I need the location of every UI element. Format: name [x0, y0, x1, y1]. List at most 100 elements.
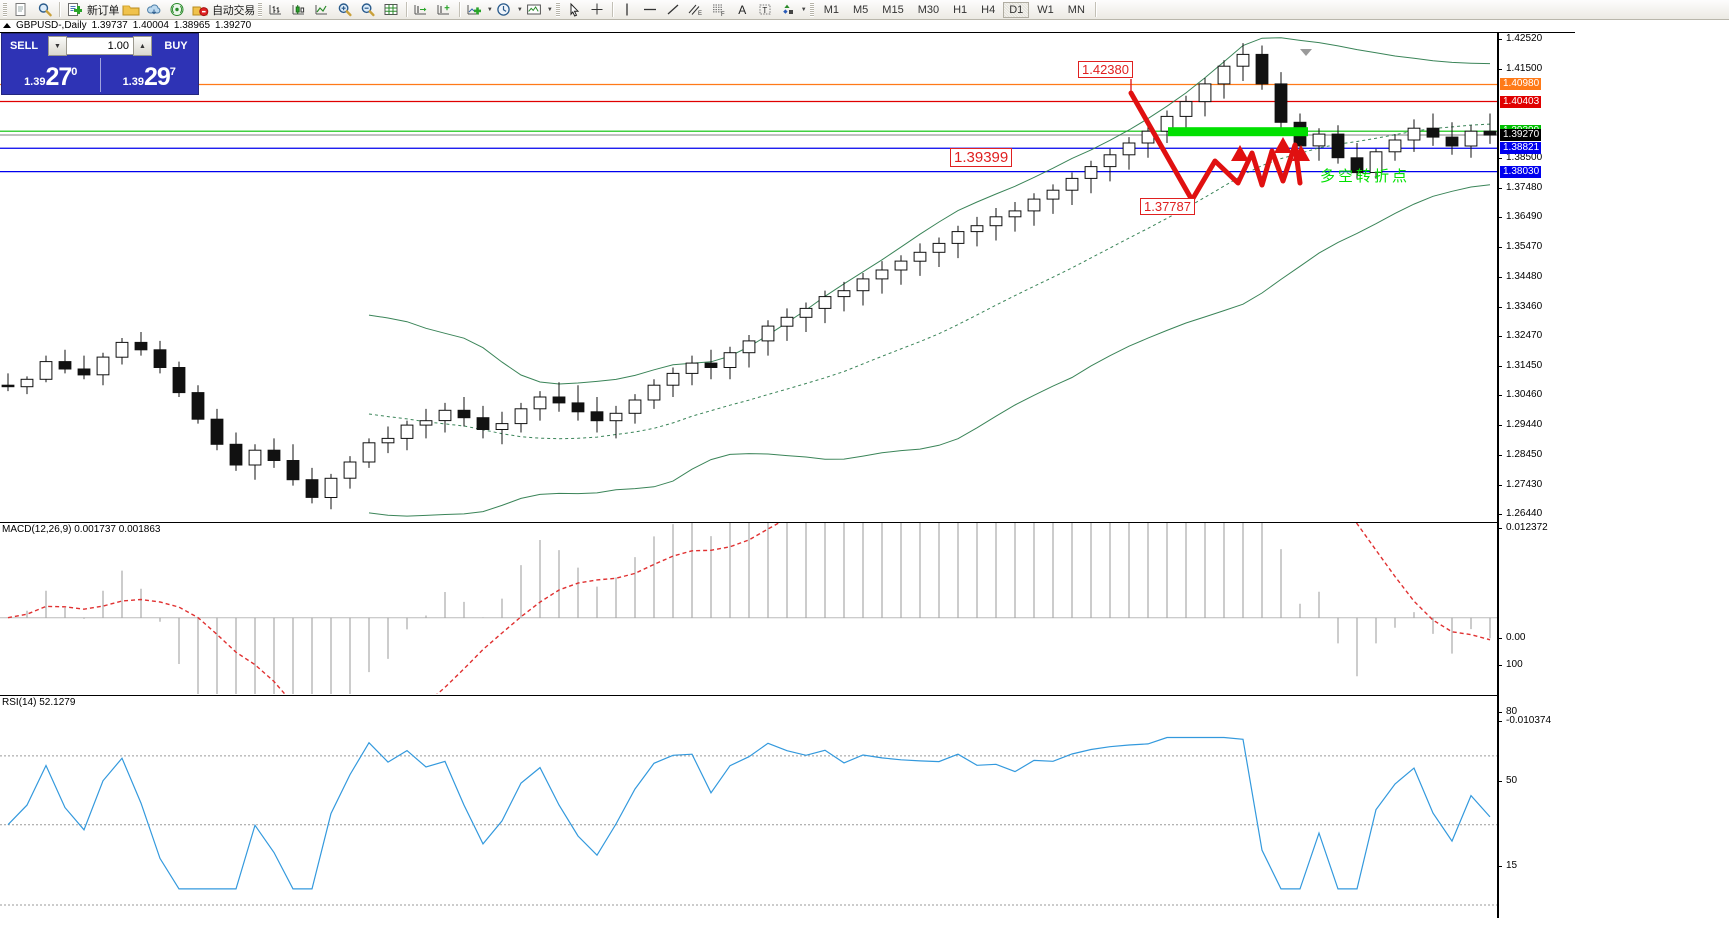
fibonacci-icon[interactable]: F [708, 1, 731, 19]
text-label-icon[interactable]: T [754, 1, 777, 19]
timeframe-m30[interactable]: M30 [917, 3, 940, 16]
main-toolbar[interactable]: 新订单 自动交易 ▼ ▼ [0, 0, 1729, 20]
text-icon[interactable]: A [738, 2, 747, 17]
toolbar-grip-2[interactable] [257, 2, 262, 17]
price-tick: 1.38500 [1499, 152, 1573, 164]
templates-icon[interactable] [523, 1, 546, 19]
autotrading-label: 自动交易 [212, 4, 255, 17]
chevron-down-icon[interactable]: ▼ [486, 6, 493, 13]
trendline-icon[interactable] [662, 1, 685, 19]
price-pane[interactable] [0, 33, 1497, 520]
cloud-icon[interactable] [142, 1, 165, 19]
indicator-tick: 0.012372 [1499, 522, 1573, 534]
price-series [0, 37, 1497, 517]
price-scale[interactable]: 1.42520 1.41500 1.38500 1.37480 1.36490 1.354… [1498, 32, 1575, 918]
price-tag[interactable]: 1.38821 [1500, 142, 1542, 155]
one-click-trading-panel[interactable]: SELL ▼ 1.00 ▲ BUY 1.39 27 0 1.39 29 7 [1, 33, 199, 95]
collapse-triangle-icon[interactable] [3, 22, 11, 28]
macd-pane[interactable]: MACD(12,26,9) 0.001737 0.001863 [0, 522, 1497, 694]
price-tag[interactable]: 1.38030 [1500, 165, 1542, 178]
volume-stepper[interactable]: ▼ 1.00 ▲ [48, 36, 152, 56]
toolbar-separator-3 [405, 2, 407, 17]
sell-price-sup: 0 [71, 66, 78, 78]
price-tick: 1.37480 [1499, 182, 1573, 194]
zoom-in-icon[interactable] [334, 1, 357, 19]
timeframe-h4[interactable]: H4 [981, 3, 996, 16]
timeframe-m15[interactable]: M15 [882, 3, 904, 16]
indicator-tick: 15 [1499, 860, 1573, 872]
oct-top-row: SELL ▼ 1.00 ▲ BUY [2, 34, 198, 58]
new-chart-icon[interactable] [10, 1, 33, 19]
buy-price[interactable]: 1.39 29 7 [101, 58, 199, 92]
volume-input[interactable]: 1.00 [67, 37, 133, 55]
price-tick: 1.41500 [1499, 63, 1573, 75]
ohlc-open: 1.39737 [91, 19, 128, 31]
symbol-info-line: GBPUSD-,Daily 1.39737 1.40004 1.38965 1.… [0, 19, 1729, 31]
add-indicator-icon[interactable] [463, 1, 486, 19]
svg-text:E: E [698, 11, 702, 17]
timeframe-m5[interactable]: M5 [853, 3, 869, 16]
pivot-price-annotation[interactable]: 1.39399 [950, 148, 1013, 167]
price-tick: 1.27430 [1499, 479, 1573, 491]
signal-icon[interactable] [165, 1, 188, 19]
line-chart-icon[interactable] [311, 1, 334, 19]
zoom-out-icon[interactable] [357, 1, 380, 19]
oct-divider [99, 58, 101, 92]
indicator-tick: 80 [1499, 706, 1573, 718]
chart-shift-marker[interactable] [1300, 49, 1312, 56]
price-tick: 1.30460 [1499, 389, 1573, 401]
buy-price-main: 29 [143, 63, 171, 91]
horizontal-line-icon[interactable] [639, 1, 662, 19]
data-window-icon[interactable] [380, 1, 403, 19]
price-tick: 1.42520 [1499, 33, 1573, 45]
high-price-annotation[interactable]: 1.42380 [1078, 61, 1133, 78]
volume-increase-button[interactable]: ▲ [133, 36, 152, 56]
autotrading-icon[interactable] [188, 1, 211, 19]
shapes-icon[interactable] [777, 1, 800, 19]
low-price-annotation[interactable]: 1.37787 [1140, 198, 1195, 215]
timeframe-h1[interactable]: H1 [953, 3, 968, 16]
price-tick: 1.34480 [1499, 271, 1573, 283]
toolbar-grip-4[interactable] [809, 2, 814, 17]
timeframe-w1[interactable]: W1 [1037, 3, 1054, 16]
svg-text:F: F [721, 12, 725, 17]
timeframe-mn[interactable]: MN [1067, 3, 1085, 16]
magnifier-search-icon[interactable] [33, 1, 56, 19]
chevron-down-icon-3[interactable]: ▼ [546, 6, 553, 13]
equidistant-channel-icon[interactable]: E [685, 1, 708, 19]
toolbar-grip[interactable] [3, 2, 7, 17]
crosshair-icon[interactable] [586, 1, 609, 19]
period-clock-icon[interactable] [493, 1, 516, 19]
timeframe-m1[interactable]: M1 [823, 3, 840, 16]
buy-price-prefix: 1.39 [122, 76, 144, 88]
price-tag[interactable]: 1.39270 [1500, 129, 1542, 141]
chevron-down-icon-2[interactable]: ▼ [516, 6, 523, 13]
candlestick-chart-icon[interactable] [288, 1, 311, 19]
bar-chart-icon[interactable] [265, 1, 288, 19]
new-order-icon[interactable] [63, 1, 86, 19]
vertical-line-icon[interactable] [616, 1, 639, 19]
turning-point-note[interactable]: 多空转折点 [1320, 167, 1411, 185]
price-tick: 1.36490 [1499, 211, 1573, 223]
toolbar-grip-3[interactable] [555, 2, 560, 17]
indicator-tick: 50 [1499, 775, 1573, 787]
sell-price[interactable]: 1.39 27 0 [2, 58, 100, 92]
chart-canvas[interactable]: MACD(12,26,9) 0.001737 0.001863 RSI(14) … [0, 32, 1498, 918]
buy-button[interactable]: BUY [164, 40, 188, 52]
price-tag[interactable]: 1.40403 [1500, 95, 1542, 108]
volume-decrease-button[interactable]: ▼ [48, 36, 67, 56]
cursor-arrow-icon[interactable] [563, 1, 586, 19]
toolbar-separator-5 [611, 2, 613, 17]
auto-scroll-icon[interactable] [433, 1, 456, 19]
price-tag[interactable]: 1.40980 [1500, 78, 1542, 91]
folder-icon[interactable] [119, 1, 142, 19]
price-tick: 1.28450 [1499, 449, 1573, 461]
toolbar-separator [59, 2, 60, 17]
sell-button[interactable]: SELL [9, 40, 39, 52]
chevron-down-icon-4[interactable]: ▼ [800, 6, 807, 13]
chart-shift-icon[interactable] [410, 1, 433, 19]
sell-price-prefix: 1.39 [24, 76, 46, 88]
timeframe-d1[interactable]: D1 [1003, 1, 1030, 18]
rsi-pane[interactable]: RSI(14) 52.1279 [0, 695, 1497, 918]
toolbar-separator-6 [1094, 2, 1096, 17]
